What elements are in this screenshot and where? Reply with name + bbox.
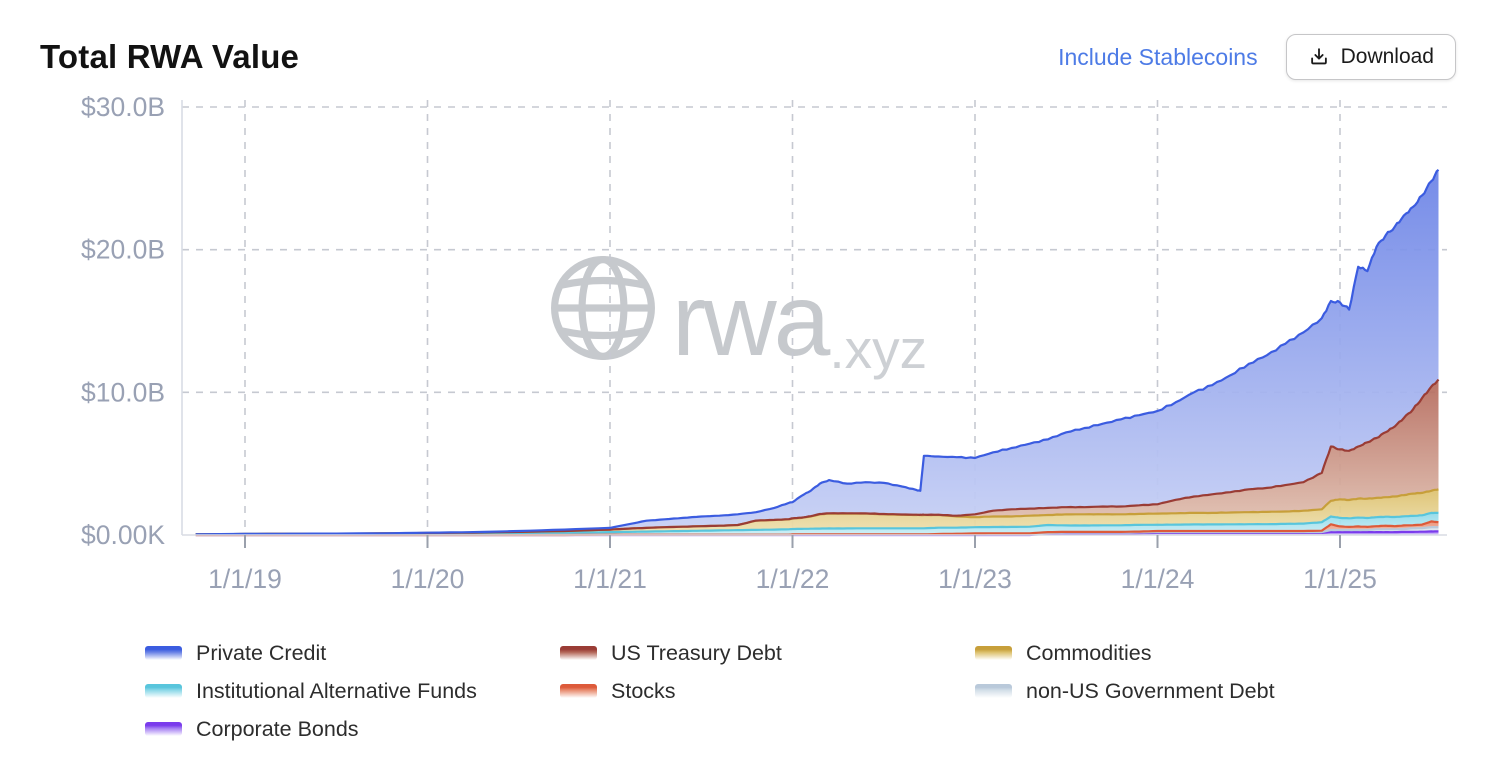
y-axis-label: $30.0B bbox=[81, 92, 165, 122]
legend-swatch-non_us_gov_debt bbox=[975, 684, 1012, 698]
y-axis-label: $10.0B bbox=[81, 377, 165, 407]
gridlines bbox=[182, 100, 1447, 535]
watermark-brand: rwa bbox=[672, 263, 830, 378]
legend-item-us_treasury[interactable]: US Treasury Debt bbox=[560, 634, 975, 672]
legend-label-institutional_alt_funds: Institutional Alternative Funds bbox=[196, 678, 477, 703]
legend-swatch-commodities bbox=[975, 646, 1012, 660]
legend-swatch-institutional_alt_funds bbox=[145, 684, 182, 698]
chart-header: Total RWA Value Include Stablecoins Down… bbox=[40, 26, 1456, 88]
area-institutional_alt_funds bbox=[195, 512, 1439, 535]
legend-swatch-corporate_bonds bbox=[145, 722, 182, 736]
x-axis-label: 1/1/24 bbox=[1121, 564, 1195, 594]
legend-item-commodities[interactable]: Commodities bbox=[975, 634, 1275, 672]
line-private_credit bbox=[195, 168, 1440, 536]
legend-item-institutional_alt_funds[interactable]: Institutional Alternative Funds bbox=[145, 672, 560, 710]
legend-label-private_credit: Private Credit bbox=[196, 640, 327, 665]
watermark: rwa .xyz bbox=[548, 253, 927, 378]
axes bbox=[181, 100, 1447, 548]
legend-column-1: Private Credit Institutional Alternative … bbox=[145, 634, 560, 748]
x-axis-label: 1/1/20 bbox=[391, 564, 465, 594]
legend-label-us_treasury: US Treasury Debt bbox=[611, 640, 782, 665]
download-button[interactable]: Download bbox=[1285, 34, 1456, 80]
legend-label-commodities: Commodities bbox=[1026, 640, 1152, 665]
x-axis-label: 1/1/25 bbox=[1303, 564, 1377, 594]
y-axis-label: $20.0B bbox=[81, 235, 165, 265]
legend-item-private_credit[interactable]: Private Credit bbox=[145, 634, 560, 672]
include-stablecoins-link[interactable]: Include Stablecoins bbox=[1058, 43, 1258, 70]
legend-label-stocks: Stocks bbox=[611, 678, 676, 703]
axis-labels: $30.0B $20.0B $10.0B $0.00K 1/1/19 1/1/20 1/1/… bbox=[81, 92, 1377, 594]
x-axis-label: 1/1/21 bbox=[573, 564, 647, 594]
page-title: Total RWA Value bbox=[40, 38, 300, 75]
line-us_treasury bbox=[195, 378, 1440, 536]
legend-swatch-stocks bbox=[560, 684, 597, 698]
legend-swatch-private_credit bbox=[145, 646, 182, 660]
line-institutional_alt_funds bbox=[195, 511, 1439, 536]
legend-column-3: Commodities non-US Government Debt bbox=[975, 634, 1275, 748]
legend-label-non_us_gov_debt: non-US Government Debt bbox=[1026, 678, 1275, 703]
legend-item-corporate_bonds[interactable]: Corporate Bonds bbox=[145, 710, 560, 748]
x-axis-label: 1/1/19 bbox=[208, 564, 282, 594]
y-axis-label: $0.00K bbox=[81, 520, 165, 550]
x-axis-label: 1/1/23 bbox=[938, 564, 1012, 594]
legend-item-non_us_gov_debt[interactable]: non-US Government Debt bbox=[975, 672, 1275, 710]
header-actions: Include Stablecoins Download bbox=[1058, 34, 1456, 80]
globe-icon bbox=[551, 256, 655, 360]
watermark-suffix: .xyz bbox=[829, 318, 928, 380]
download-icon bbox=[1310, 48, 1327, 65]
legend-label-corporate_bonds: Corporate Bonds bbox=[196, 716, 359, 741]
area-private_credit bbox=[195, 169, 1439, 535]
legend-item-stocks[interactable]: Stocks bbox=[560, 672, 975, 710]
area-commodities bbox=[195, 489, 1439, 535]
download-button-label: Download bbox=[1340, 45, 1434, 68]
stacked-areas bbox=[195, 169, 1439, 535]
legend-swatch-us_treasury bbox=[560, 646, 597, 660]
chart-legend: Private Credit Institutional Alternative … bbox=[145, 634, 1275, 748]
x-axis-label: 1/1/22 bbox=[756, 564, 830, 594]
legend-column-2: US Treasury Debt Stocks bbox=[560, 634, 975, 748]
